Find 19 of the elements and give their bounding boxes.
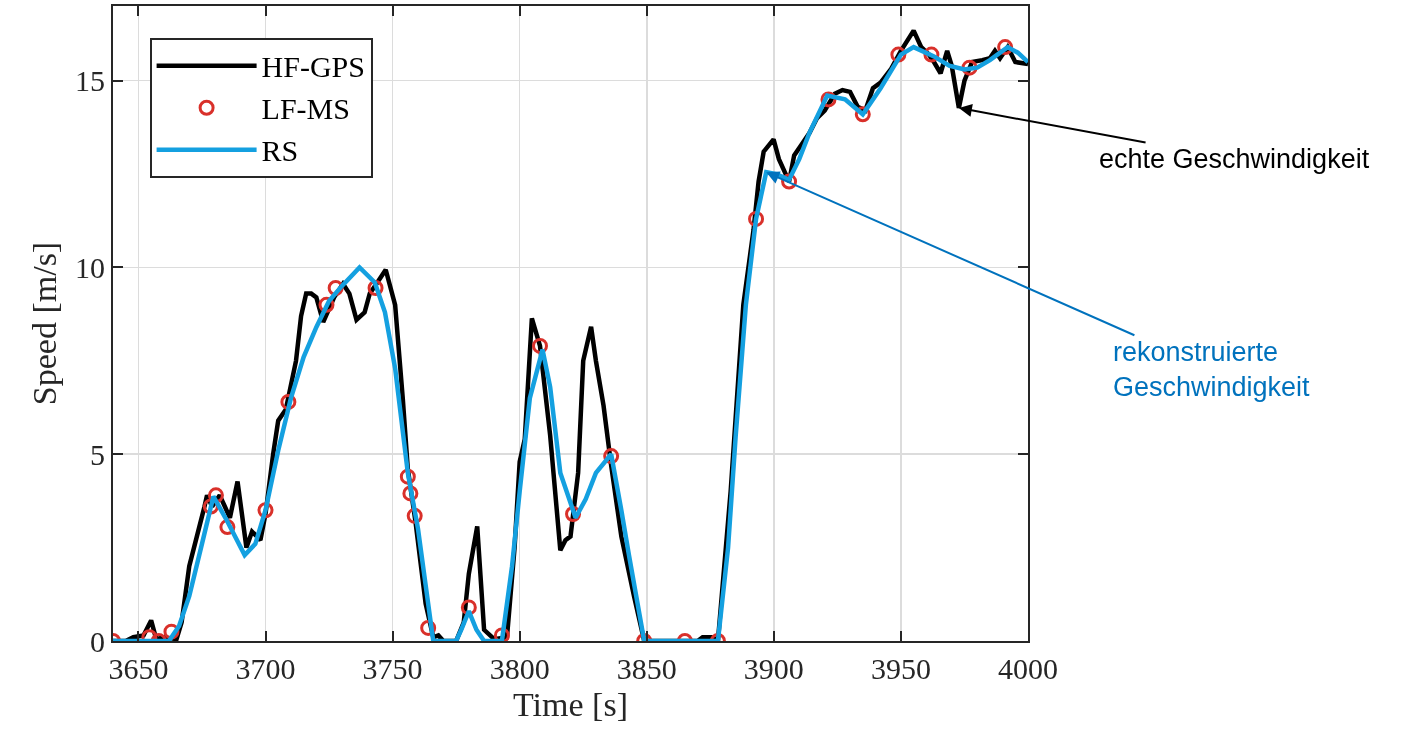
y-tick-label: 0 <box>90 624 105 658</box>
x-tick-label: 3750 <box>362 652 423 685</box>
annotation: rekonstruierte Geschwindigkeit <box>1113 337 1311 403</box>
annotation: echte Geschwindigkeit <box>1099 144 1370 174</box>
legend-label: LF-MS <box>261 92 350 126</box>
x-axis-title: Time [s] <box>513 685 628 723</box>
x-tick-label: 3900 <box>743 652 804 685</box>
x-tick-label: 3700 <box>235 652 296 685</box>
x-tick-label: 3850 <box>616 652 677 685</box>
y-tick-label: 5 <box>90 437 105 471</box>
y-axis-title: Speed [m/s] <box>26 241 64 406</box>
legend-label: RS <box>261 134 299 168</box>
x-tick-label: 4000 <box>998 652 1058 685</box>
y-tick-label: 15 <box>75 64 105 98</box>
legend-label: HF-GPS <box>261 50 365 84</box>
x-tick-label: 3800 <box>489 652 550 685</box>
y-tick-label: 10 <box>75 250 105 284</box>
x-tick-label: 3950 <box>870 652 931 685</box>
x-tick-label: 3650 <box>108 652 169 685</box>
